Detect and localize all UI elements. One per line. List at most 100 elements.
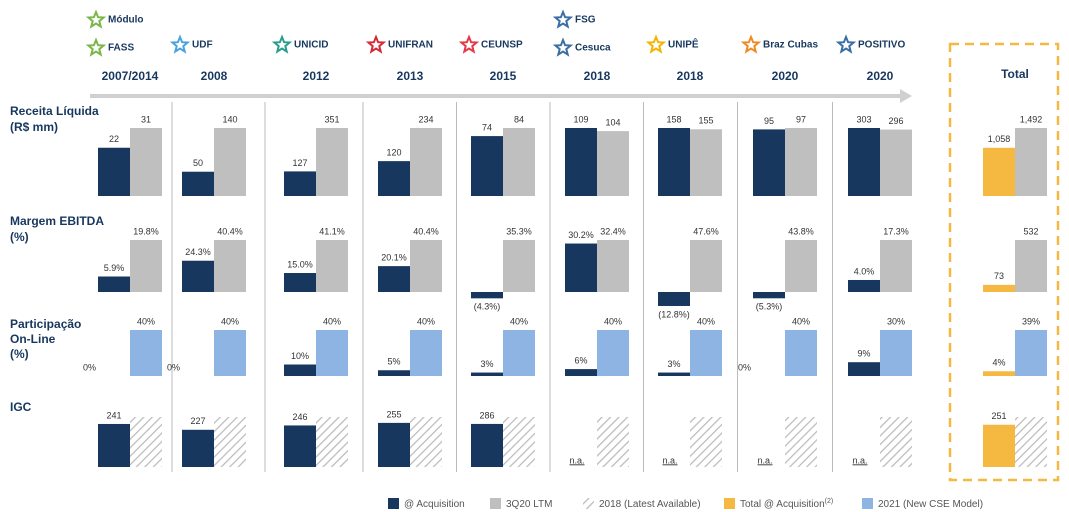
bar xyxy=(690,417,722,467)
value-label: 22 xyxy=(109,134,119,144)
value-label: 3% xyxy=(480,359,493,369)
value-label: n.a. xyxy=(852,455,867,465)
bar xyxy=(848,362,880,376)
value-label: 0% xyxy=(167,362,180,372)
bar xyxy=(690,330,722,376)
value-label: n.a. xyxy=(662,455,677,465)
logo-name: UDF xyxy=(192,40,213,51)
row-label: On-Line xyxy=(10,332,56,346)
logo-name: Braz Cubas xyxy=(763,40,818,51)
value-label: 5.9% xyxy=(104,263,125,273)
bar xyxy=(848,279,880,292)
bar xyxy=(130,240,162,292)
bar xyxy=(316,240,348,292)
logo-name: UNICID xyxy=(294,40,328,51)
value-label: 0% xyxy=(83,362,96,372)
column-year: 2018 xyxy=(584,69,611,83)
bar xyxy=(880,330,912,376)
value-label: 41.1% xyxy=(319,226,345,236)
bar xyxy=(284,364,316,376)
value-label: 9% xyxy=(857,349,870,359)
bar xyxy=(983,424,1015,467)
value-label: 227 xyxy=(190,416,205,426)
column-year: 2018 xyxy=(677,69,704,83)
value-label: 97 xyxy=(796,114,806,124)
bar xyxy=(1015,128,1047,196)
bar xyxy=(98,276,130,292)
column-year: 2013 xyxy=(397,69,424,83)
bar xyxy=(214,128,246,196)
bar xyxy=(410,240,442,292)
logo-star xyxy=(740,34,762,54)
bar xyxy=(1015,330,1047,376)
column-year: 2012 xyxy=(303,69,330,83)
value-label: 296 xyxy=(888,116,903,126)
bar xyxy=(130,128,162,196)
row-label: Margem EBITDA xyxy=(10,214,104,228)
value-label: 255 xyxy=(386,409,401,419)
bar xyxy=(471,423,503,467)
value-label: 30.2% xyxy=(568,230,594,240)
value-label: 40% xyxy=(221,316,239,326)
total-box xyxy=(948,42,1060,482)
value-label: 251 xyxy=(991,411,1006,421)
bar xyxy=(983,371,1015,376)
bar xyxy=(565,243,597,292)
value-label: 74 xyxy=(482,122,492,132)
legend-name: 3Q20 LTM xyxy=(506,499,553,510)
bar xyxy=(753,129,785,196)
value-label: 1,492 xyxy=(1020,114,1043,124)
value-label: 140 xyxy=(222,114,237,124)
bar xyxy=(753,292,785,299)
value-label: 40.4% xyxy=(413,226,439,236)
value-label: 109 xyxy=(573,114,588,124)
bar xyxy=(785,240,817,292)
row-label: IGC xyxy=(10,400,32,414)
bar xyxy=(378,422,410,467)
logo-star xyxy=(85,37,107,57)
bar xyxy=(182,171,214,196)
bar xyxy=(130,417,162,467)
bar xyxy=(316,128,348,196)
value-label: 155 xyxy=(698,116,713,126)
value-label: 73 xyxy=(994,271,1004,281)
value-label: 104 xyxy=(605,117,620,127)
bar xyxy=(316,417,348,467)
value-label: 127 xyxy=(292,158,307,168)
value-label: 24.3% xyxy=(185,247,211,257)
bar xyxy=(597,240,629,292)
row-label: Participação xyxy=(10,317,81,331)
logo-star xyxy=(458,34,480,54)
value-label: 30% xyxy=(887,316,905,326)
legend-swatch xyxy=(490,498,501,509)
logo-name: UNIFRAN xyxy=(388,40,433,51)
value-label: 31 xyxy=(141,114,151,124)
value-label: 15.0% xyxy=(287,259,313,269)
logo-name: Cesuca xyxy=(575,43,611,54)
bar xyxy=(378,266,410,292)
value-label: 17.3% xyxy=(883,226,909,236)
value-label: 0% xyxy=(738,362,751,372)
value-label: 3% xyxy=(667,359,680,369)
value-label: 4.0% xyxy=(854,266,875,276)
logo-name: POSITIVO xyxy=(858,40,905,51)
bar xyxy=(410,417,442,467)
logo-star xyxy=(271,34,293,54)
legend-label: 3Q20 LTM xyxy=(506,499,553,510)
value-label: 6% xyxy=(574,355,587,365)
value-label: 19.8% xyxy=(133,226,159,236)
logo-star xyxy=(169,34,191,54)
bar xyxy=(98,423,130,467)
row-label: Receita Líquida xyxy=(10,104,99,118)
value-label: 286 xyxy=(479,410,494,420)
bar xyxy=(565,128,597,196)
bar xyxy=(983,284,1015,292)
value-label: 40% xyxy=(510,316,528,326)
bar xyxy=(503,417,535,467)
bar xyxy=(880,240,912,292)
legend-name: @ Acquisition xyxy=(404,499,465,510)
legend-swatch xyxy=(388,498,399,509)
bar xyxy=(98,147,130,196)
logo-star xyxy=(552,37,574,57)
